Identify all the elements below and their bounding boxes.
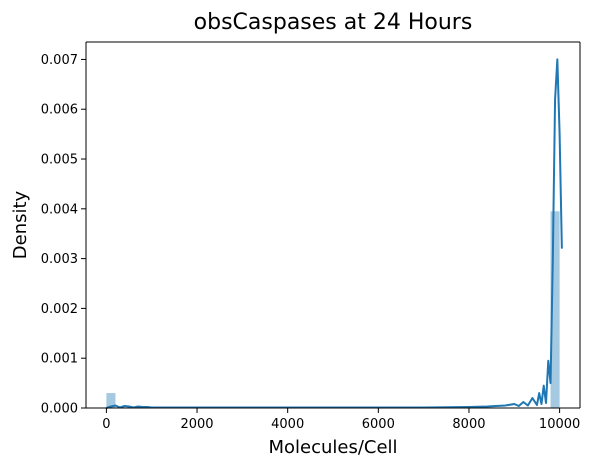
x-axis-label: Molecules/Cell — [268, 437, 397, 458]
y-tick-label-5: 0.005 — [41, 153, 78, 168]
histogram-bar-0 — [106, 393, 116, 408]
x-tick-label-4: 8000 — [452, 417, 485, 432]
y-tick-label-7: 0.007 — [41, 53, 78, 68]
chart-title: obsCaspases at 24 Hours — [194, 10, 473, 35]
y-tick-label-1: 0.001 — [41, 352, 78, 367]
histogram-bar-1 — [550, 211, 560, 408]
kde-line — [106, 58, 563, 409]
plot-area: 0 2000 4000 6000 8000 10000 0.000 0.001 0.002 0.0… — [41, 41, 581, 432]
x-tick-label-5: 10000 — [539, 417, 580, 432]
y-tick-label-4: 0.004 — [41, 202, 78, 217]
y-tick-label-2: 0.002 — [41, 302, 78, 317]
y-axis-label: Density — [10, 190, 31, 259]
y-tick-label-0: 0.000 — [41, 402, 78, 417]
y-tick-label-6: 0.006 — [41, 103, 78, 118]
x-tick-label-2: 4000 — [271, 417, 304, 432]
x-tick-label-1: 2000 — [180, 417, 213, 432]
x-tick-label-3: 6000 — [362, 417, 395, 432]
x-tick-label-0: 0 — [102, 417, 110, 432]
y-tick-label-3: 0.003 — [41, 252, 78, 267]
